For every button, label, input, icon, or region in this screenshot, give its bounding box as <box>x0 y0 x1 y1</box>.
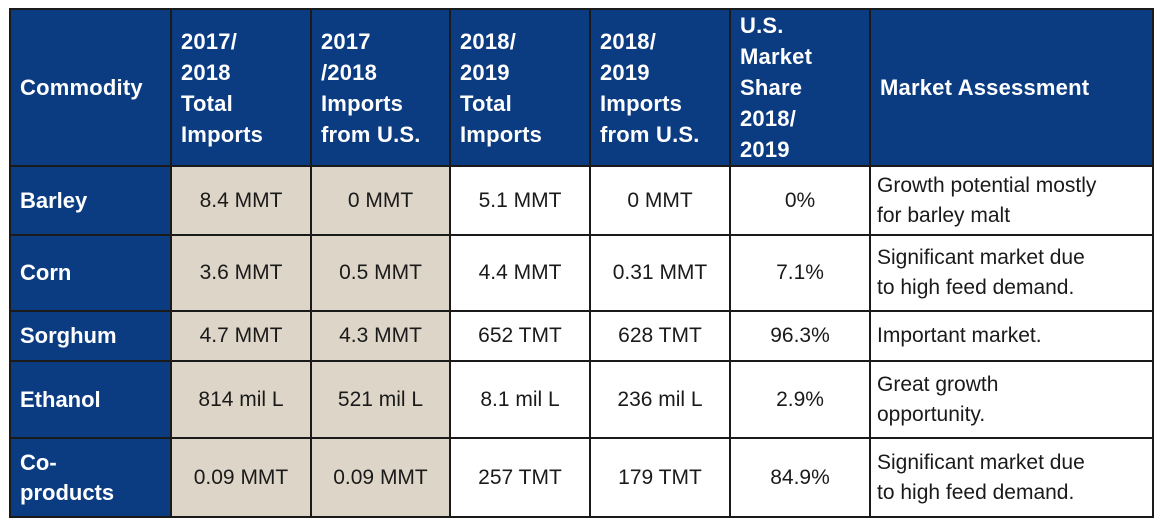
total-imports-2018-2019-cell: 257 TMT <box>449 437 591 518</box>
table-row: Sorghum 4.7 MMT 4.3 MMT 652 TMT 628 TMT … <box>9 310 1154 362</box>
table-row: Corn 3.6 MMT 0.5 MMT 4.4 MMT 0.31 MMT 7.… <box>9 234 1154 312</box>
total-imports-2018-2019-cell: 5.1 MMT <box>449 165 591 236</box>
commodity-cell: Corn <box>9 234 172 312</box>
us-imports-2017-2018-cell: 0.5 MMT <box>310 234 451 312</box>
us-imports-2017-2018-cell: 521 mil L <box>310 360 451 439</box>
header-total-imports-2018-2019: 2018/ 2019 Total Imports <box>449 8 591 167</box>
import-summary-table: Commodity 2017/ 2018 Total Imports 2017 … <box>9 8 1154 518</box>
header-us-imports-2018-2019: 2018/ 2019 Imports from U.S. <box>589 8 731 167</box>
header-market-assessment: Market Assessment <box>869 8 1154 167</box>
header-us-market-share: U.S. Market Share 2018/ 2019 <box>729 8 871 167</box>
market-assessment-cell: Significant market due to high feed dema… <box>869 234 1154 312</box>
total-imports-2018-2019-cell: 8.1 mil L <box>449 360 591 439</box>
us-imports-2018-2019-cell: 236 mil L <box>589 360 731 439</box>
us-imports-2018-2019-cell: 179 TMT <box>589 437 731 518</box>
total-imports-2017-2018-cell: 8.4 MMT <box>170 165 312 236</box>
total-imports-2017-2018-cell: 814 mil L <box>170 360 312 439</box>
total-imports-2017-2018-cell: 4.7 MMT <box>170 310 312 362</box>
market-assessment-cell: Significant market due to high feed dema… <box>869 437 1154 518</box>
market-assessment-cell: Great growth opportunity. <box>869 360 1154 439</box>
us-imports-2017-2018-cell: 4.3 MMT <box>310 310 451 362</box>
table-row: Ethanol 814 mil L 521 mil L 8.1 mil L 23… <box>9 360 1154 439</box>
table-row: Co- products 0.09 MMT 0.09 MMT 257 TMT 1… <box>9 437 1154 518</box>
header-row: Commodity 2017/ 2018 Total Imports 2017 … <box>9 8 1154 167</box>
total-imports-2017-2018-cell: 3.6 MMT <box>170 234 312 312</box>
table-row: Barley 8.4 MMT 0 MMT 5.1 MMT 0 MMT 0% Gr… <box>9 165 1154 236</box>
commodity-cell: Barley <box>9 165 172 236</box>
market-share-cell: 96.3% <box>729 310 871 362</box>
header-us-imports-2017-2018: 2017 /2018 Imports from U.S. <box>310 8 451 167</box>
market-share-cell: 2.9% <box>729 360 871 439</box>
total-imports-2017-2018-cell: 0.09 MMT <box>170 437 312 518</box>
us-imports-2018-2019-cell: 0 MMT <box>589 165 731 236</box>
us-imports-2018-2019-cell: 0.31 MMT <box>589 234 731 312</box>
market-assessment-cell: Growth potential mostly for barley malt <box>869 165 1154 236</box>
market-assessment-cell: Important market. <box>869 310 1154 362</box>
header-total-imports-2017-2018: 2017/ 2018 Total Imports <box>170 8 312 167</box>
commodity-cell: Ethanol <box>9 360 172 439</box>
us-imports-2017-2018-cell: 0 MMT <box>310 165 451 236</box>
header-commodity: Commodity <box>9 8 172 167</box>
us-imports-2018-2019-cell: 628 TMT <box>589 310 731 362</box>
total-imports-2018-2019-cell: 4.4 MMT <box>449 234 591 312</box>
market-share-cell: 7.1% <box>729 234 871 312</box>
market-share-cell: 84.9% <box>729 437 871 518</box>
market-share-cell: 0% <box>729 165 871 236</box>
us-imports-2017-2018-cell: 0.09 MMT <box>310 437 451 518</box>
commodity-cell: Sorghum <box>9 310 172 362</box>
commodity-cell: Co- products <box>9 437 172 518</box>
total-imports-2018-2019-cell: 652 TMT <box>449 310 591 362</box>
